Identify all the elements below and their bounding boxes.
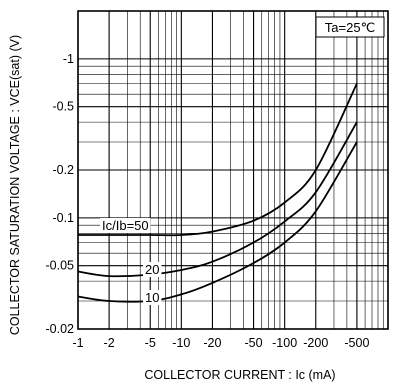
series-line [77,141,358,303]
x-tick-label: -500 [344,336,369,350]
x-tick-label: -20 [203,336,221,350]
annotation-text: Ta=25℃ [325,20,375,35]
x-tick-labels: -1 -2 -5 -10 -20 -50 -100 -200 -500 [72,336,369,350]
x-tick-label: -50 [245,336,263,350]
annotation-frame [315,16,385,38]
series-line [78,83,358,237]
series-label-bg [143,290,162,305]
y-tick-label: -0.05 [46,259,75,273]
x-axis-title: COLLECTOR CURRENT : Ic (mA) [144,368,335,382]
curves: Ic/Ib=50 20 10 [77,83,358,305]
y-tick-label: -0.1 [52,211,74,225]
plot-frame [77,10,389,330]
y-tick-label: -0.2 [52,163,74,177]
series-line [77,121,358,278]
x-tick-label: -100 [272,336,297,350]
y-tick-label: -1 [63,52,74,66]
y-axis-title: COLLECTOR SATURATION VOLTAGE : VCE(sat) … [8,35,22,335]
series-label-bg [100,218,151,233]
series-label: Ic/Ib=50 [102,218,149,233]
series-label: 10 [145,290,159,305]
annotation-box: Ta=25℃ [315,16,385,38]
series-label-bg [143,262,162,277]
x-tick-label: -5 [145,336,156,350]
x-tick-label: -10 [172,336,190,350]
y-tick-label: -0.02 [46,322,75,336]
x-tick-label: -1 [72,336,83,350]
x-tick-label: -2 [104,336,115,350]
x-tick-label: -200 [303,336,328,350]
y-tick-label: -0.5 [52,100,74,114]
series-label: 20 [145,262,159,277]
y-tick-labels: -0.02 -0.05 -0.1 -0.2 -0.5 -1 [46,52,75,336]
